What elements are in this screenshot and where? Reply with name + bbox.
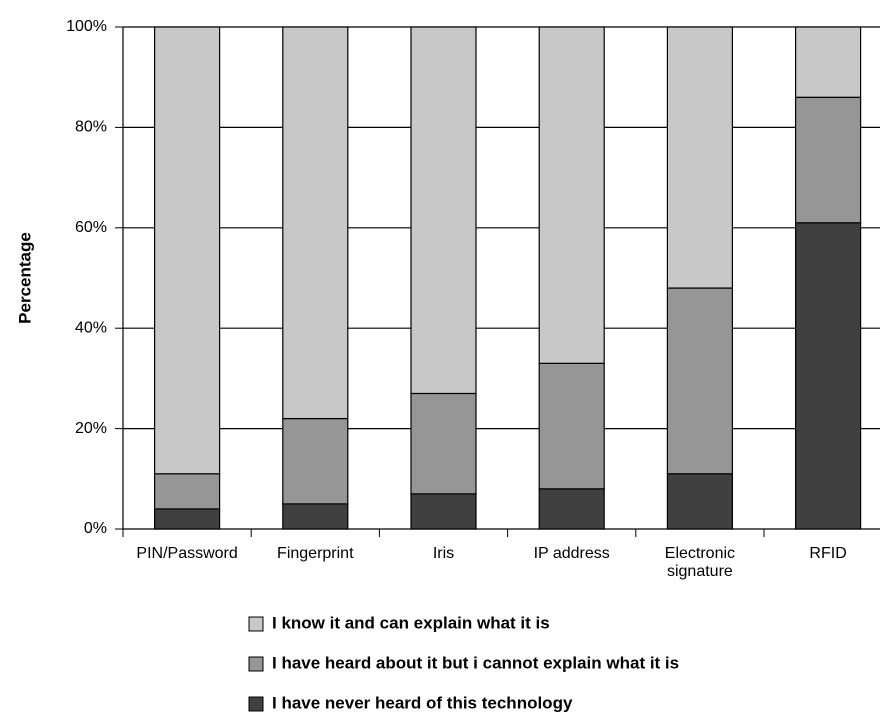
bar-segment (410, 26, 477, 395)
x-tick-label: RFID (809, 545, 847, 562)
x-tick-label: Iris (432, 545, 455, 562)
x-tick-label: PIN/Password (136, 545, 238, 562)
bar-segment (154, 26, 221, 475)
y-tick-label: 0% (84, 520, 107, 537)
bar-segment (154, 473, 221, 510)
legend-label: I have heard about it but i cannot expla… (272, 653, 679, 672)
x-tick-label: IP address (533, 545, 610, 562)
legend-swatch (248, 656, 264, 672)
bar-segment (538, 362, 605, 490)
bar-segment (666, 287, 734, 475)
bar-segment (282, 26, 349, 420)
bar-segment (794, 26, 862, 98)
bar-segment (154, 508, 221, 530)
y-axis-label: Percentage (15, 232, 34, 324)
bar-segment (538, 488, 605, 530)
y-tick-label: 100% (66, 18, 107, 35)
x-tick-label: Fingerprint (277, 545, 354, 562)
bar-segment (282, 417, 349, 505)
y-tick-label: 40% (75, 319, 107, 336)
y-tick-label: 60% (75, 219, 107, 236)
bar-segment (666, 26, 734, 289)
legend-label: I know it and can explain what it is (272, 613, 550, 632)
legend-swatch (248, 616, 264, 632)
bar-segment (282, 503, 349, 530)
bar-segment (410, 392, 477, 495)
legend-swatch (248, 696, 264, 712)
y-tick-label: 20% (75, 420, 107, 437)
bar-segment (410, 493, 477, 530)
bar-segment (666, 473, 734, 530)
y-tick-label: 80% (75, 119, 107, 136)
bar-segment (794, 222, 862, 530)
x-tick-label: Electronic signature (664, 545, 736, 580)
bar-segment (538, 26, 605, 364)
bar-segment (794, 96, 862, 224)
legend-label: I have never heard of this technology (272, 693, 573, 712)
